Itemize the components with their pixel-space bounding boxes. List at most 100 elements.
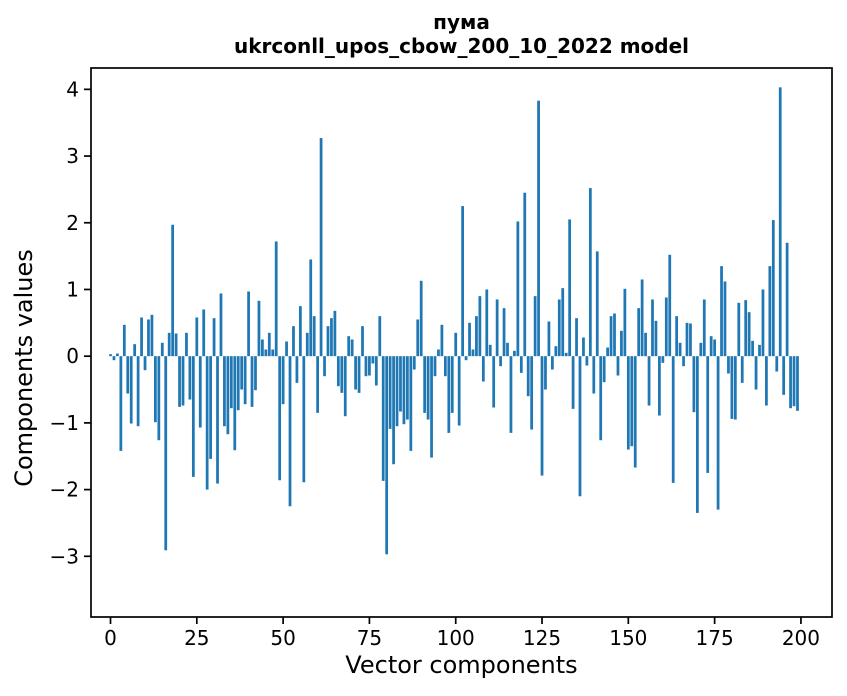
bar-56: [302, 356, 306, 483]
bar-83: [395, 356, 399, 427]
bar-86: [406, 356, 409, 420]
bar-153: [637, 308, 641, 357]
bar-4: [122, 324, 126, 357]
bar-156: [647, 356, 651, 406]
bar-70: [350, 339, 354, 357]
bar-151: [630, 356, 634, 447]
y-tick-label-0: 0: [66, 344, 79, 368]
bar-122: [530, 356, 534, 430]
bar-154: [640, 279, 644, 357]
bar-169: [692, 356, 696, 413]
y-tick-label-2: 2: [66, 211, 79, 235]
bar-177: [720, 266, 723, 357]
bar-113: [499, 356, 502, 367]
bar-170: [695, 356, 699, 513]
bar-66: [336, 356, 340, 387]
bar-128: [551, 356, 554, 370]
x-tick-label-50: 50: [270, 626, 295, 650]
bar-28: [205, 356, 209, 490]
bar-87: [409, 356, 413, 451]
bar-132: [564, 352, 568, 357]
bar-1: [112, 356, 116, 361]
y-tick-label--1: −1: [50, 411, 79, 435]
bar-179: [727, 356, 730, 374]
bar-65: [333, 310, 337, 357]
bar-118: [516, 221, 520, 357]
bar-38: [240, 356, 244, 390]
bar-143: [602, 356, 606, 383]
bar-13: [154, 356, 157, 423]
bar-6: [129, 356, 133, 424]
bar-36: [233, 356, 237, 451]
bar-99: [450, 356, 454, 413]
bar-53: [292, 326, 295, 357]
x-tick-label-75: 75: [357, 626, 382, 650]
x-axis-label: Vector components: [345, 651, 577, 679]
bar-187: [754, 356, 758, 390]
bar-121: [526, 356, 530, 397]
bar-82: [392, 356, 395, 465]
bar-137: [582, 337, 585, 357]
bar-124: [537, 100, 540, 357]
bar-80: [385, 356, 389, 555]
bar-184: [744, 300, 748, 357]
bar-193: [775, 356, 779, 372]
bar-111: [492, 356, 496, 408]
bar-127: [547, 321, 551, 357]
bar-73: [361, 326, 364, 357]
plot-border: [90, 67, 833, 618]
bar-183: [740, 356, 744, 383]
bar-168: [689, 323, 692, 357]
bar-107: [478, 296, 482, 357]
bar-61: [319, 138, 323, 357]
bar-140: [592, 356, 596, 394]
bar-112: [495, 299, 499, 357]
x-tick-label-100: 100: [437, 626, 475, 650]
bar-181: [733, 356, 737, 420]
bar-171: [699, 342, 703, 357]
bar-69: [347, 336, 351, 357]
bar-23: [188, 356, 192, 400]
bar-95: [437, 349, 440, 357]
bar-58: [309, 259, 313, 357]
bar-105: [471, 349, 475, 357]
bar-14: [157, 356, 161, 441]
bar-159: [658, 356, 661, 416]
y-tick-label-4: 4: [66, 77, 79, 101]
bar-138: [585, 356, 589, 366]
bar-186: [751, 340, 754, 357]
bar-41: [250, 356, 254, 407]
bar-78: [378, 316, 382, 357]
bar-174: [709, 336, 713, 357]
bar-150: [626, 356, 630, 450]
y-axis-label: Components values: [10, 249, 38, 487]
bar-98: [447, 356, 451, 433]
x-tick-label-125: 125: [523, 626, 561, 650]
bar-148: [620, 330, 623, 357]
bar-52: [288, 356, 292, 507]
bar-192: [771, 220, 775, 357]
bar-68: [343, 356, 347, 417]
x-tick-label-25: 25: [184, 626, 209, 650]
bar-9: [140, 317, 143, 357]
bar-191: [768, 266, 772, 357]
bar-54: [295, 356, 299, 383]
bar-197: [789, 356, 792, 409]
bar-27: [202, 309, 206, 357]
bar-163: [671, 356, 675, 483]
bar-45: [264, 349, 268, 357]
bar-97: [443, 356, 447, 377]
bar-117: [513, 350, 516, 357]
bar-31: [216, 356, 219, 484]
bar-199: [796, 356, 799, 411]
bar-32: [219, 293, 223, 357]
bar-8: [136, 356, 140, 427]
bar-164: [675, 316, 679, 357]
bar-55: [298, 306, 302, 357]
bar-147: [616, 356, 620, 376]
bar-173: [706, 356, 710, 473]
bar-50: [281, 356, 285, 405]
bar-141: [595, 251, 599, 357]
bar-67: [340, 356, 344, 393]
